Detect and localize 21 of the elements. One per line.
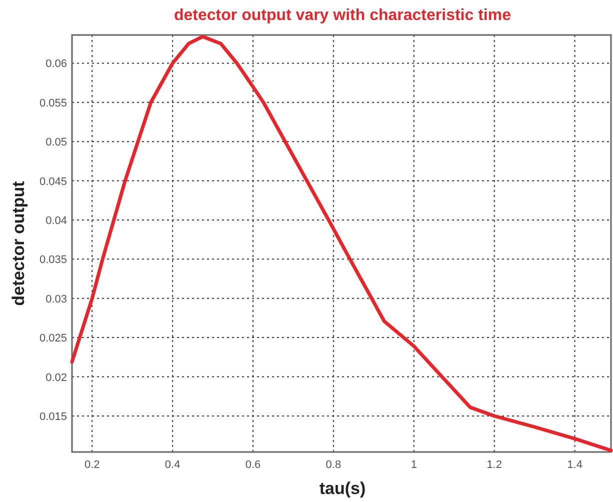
y-tick-label: 0.06 [46,58,67,70]
y-tick-label: 0.035 [39,254,67,266]
x-tick-label: 1 [410,459,417,471]
x-tick-label: 0.4 [164,459,180,471]
y-tick-label: 0.025 [39,332,67,345]
y-tick-label: 0.055 [39,97,67,110]
x-axis-title: tau(s) [319,479,366,498]
y-tick-label: 0.04 [46,214,67,227]
line-series [70,34,613,452]
y-tick-label: 0.02 [46,372,67,384]
x-tick-label: 1.4 [567,459,582,471]
x-tick-label: 1.2 [486,459,502,471]
y-axis-title: detector output [9,180,28,306]
x-tick-label: 0.2 [84,459,100,471]
y-tick-label: 0.015 [39,410,67,423]
x-tick-label: 0.8 [326,459,342,471]
x-tick-label: 0.6 [245,459,261,471]
y-tick-label: 0.03 [46,293,67,306]
y-tick-label: 0.05 [46,136,67,149]
y-tick-label: 0.045 [39,176,67,188]
chart-title: detector output vary with characteristic time [174,7,512,24]
